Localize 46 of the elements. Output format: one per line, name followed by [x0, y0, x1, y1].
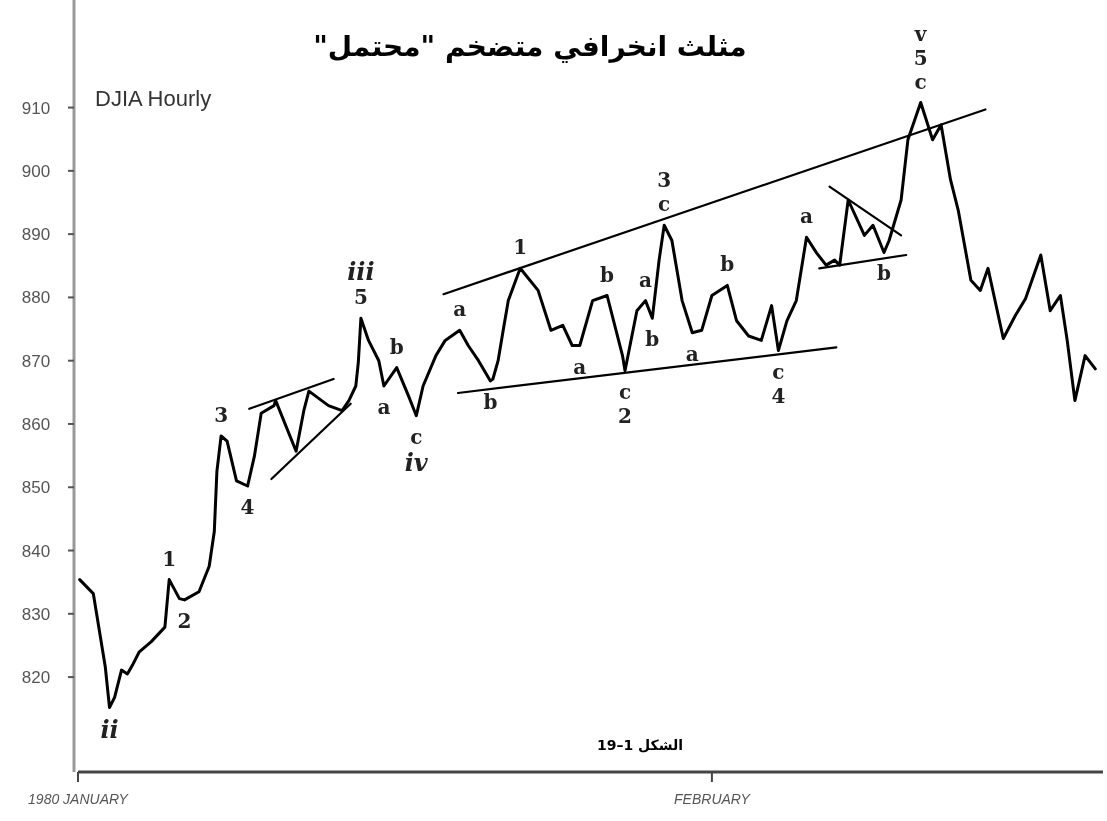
x-tick-label: FEBRUARY [674, 791, 752, 807]
annotation: 4 [240, 494, 255, 519]
text: DJIA Hourly [95, 86, 212, 111]
annotation: iv [404, 447, 429, 477]
annotation: a [377, 395, 391, 419]
annotation: 2 [177, 608, 192, 633]
annotation: iii [347, 257, 375, 287]
annotation: 4 [771, 383, 786, 408]
annotation: v [913, 21, 928, 46]
annotation: b [600, 262, 615, 287]
annotation: الشكل 1–19 [596, 737, 684, 753]
annotation: c [410, 424, 423, 449]
y-tick-label: 830 [21, 604, 51, 624]
annotation: ii [100, 715, 119, 745]
annotation: 2 [618, 403, 632, 428]
y-tick-label: 860 [21, 414, 51, 434]
annotation: 5 [353, 285, 368, 310]
annotation: 1 [162, 546, 177, 571]
y-tick-label: 910 [21, 98, 51, 118]
annotation: a [685, 341, 699, 366]
annotation: b [645, 327, 660, 352]
x-tick-label: 1980 JANUARY [28, 791, 130, 807]
y-tick-label: 850 [21, 478, 51, 498]
y-tick-label: 840 [21, 541, 51, 561]
y-tick-label: 820 [21, 668, 51, 688]
y-tick-label: 900 [21, 161, 51, 181]
annotation: 3 [214, 402, 229, 427]
annotation: a [573, 354, 587, 379]
y-tick-label: 880 [21, 288, 51, 308]
y-tick-label: 890 [21, 225, 51, 245]
annotation: a [638, 267, 652, 292]
annotation: 3 [657, 168, 672, 193]
annotation: b [877, 261, 892, 286]
annotation: b [483, 389, 498, 414]
annotation: a [453, 297, 467, 322]
annotation: a [800, 204, 814, 229]
annotation: c [658, 192, 671, 217]
annotation: 5 [913, 45, 928, 70]
annotation: b [720, 252, 735, 277]
text: مثلث انخرافي متضخم "محتمل" [313, 30, 747, 63]
annotation: b [389, 334, 404, 359]
annotation: c [618, 379, 632, 404]
y-tick-label: 870 [21, 351, 51, 371]
annotation: c [914, 69, 927, 94]
annotation: 1 [513, 235, 528, 260]
annotation: c [772, 359, 785, 384]
